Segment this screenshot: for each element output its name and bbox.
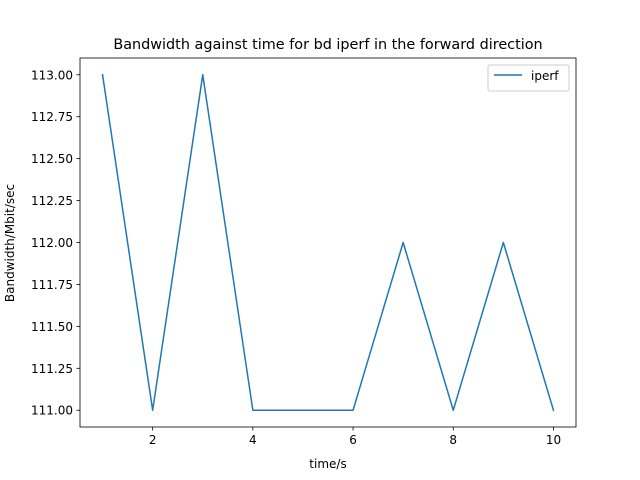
plot-area: 2 4 6 8 10 111.00 111.25 111.50 111.75 112.00 112.… xyxy=(31,57,577,447)
chart-title: Bandwidth against time for bd iperf in t… xyxy=(113,37,542,53)
legend: iperf xyxy=(487,64,570,92)
y-tick-label: 113.00 xyxy=(31,68,73,82)
y-tick-label: 112.50 xyxy=(31,152,73,166)
y-axis-label: Bandwidth/Mbit/sec xyxy=(3,184,17,302)
y-tick-label: 112.00 xyxy=(31,236,73,250)
legend-label-iperf: iperf xyxy=(531,69,559,83)
x-tick-label: 8 xyxy=(449,433,457,447)
y-tick-label: 112.25 xyxy=(31,194,73,208)
y-tick-label: 111.25 xyxy=(31,362,73,376)
y-tick-label: 111.50 xyxy=(31,320,73,334)
y-tick-label: 111.00 xyxy=(31,404,73,418)
x-tick-label: 2 xyxy=(149,433,157,447)
x-tick-label: 4 xyxy=(249,433,257,447)
y-tick-label: 112.75 xyxy=(31,110,73,124)
x-axis-label: time/s xyxy=(309,457,346,471)
x-tick-label: 6 xyxy=(349,433,357,447)
x-tick-label: 10 xyxy=(546,433,561,447)
legend-box xyxy=(487,64,570,92)
series-line-iperf xyxy=(101,73,555,412)
y-tick-label: 111.75 xyxy=(31,278,73,292)
